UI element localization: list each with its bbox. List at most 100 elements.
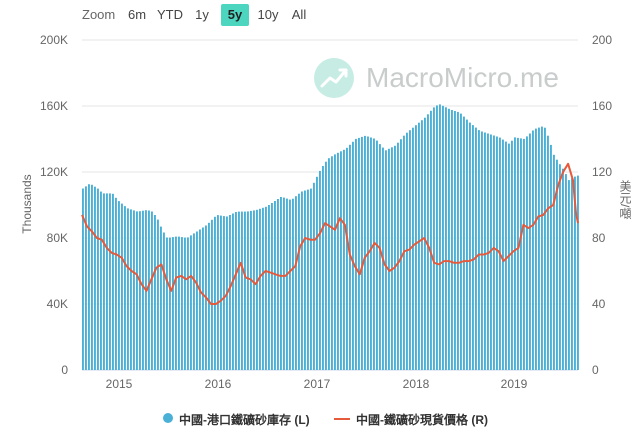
inventory-bar — [340, 151, 342, 370]
inventory-bar — [361, 136, 363, 370]
inventory-bar — [301, 191, 303, 370]
inventory-bar — [448, 108, 450, 371]
inventory-bar — [424, 117, 426, 370]
inventory-bar — [280, 197, 282, 370]
x-tick: 2019 — [500, 377, 528, 391]
right-axis-title: 美元/噸 — [618, 180, 632, 220]
inventory-bar — [193, 233, 195, 370]
inventory-bar — [112, 193, 114, 370]
inventory-bar — [325, 161, 327, 370]
inventory-bar — [505, 141, 507, 370]
inventory-bar — [250, 210, 252, 370]
inventory-bar — [94, 186, 96, 370]
inventory-bar — [265, 206, 267, 370]
inventory-bar — [442, 105, 444, 371]
x-tick: 2017 — [303, 377, 331, 391]
inventory-bar — [103, 193, 105, 370]
zoom-button-6m[interactable]: 6m — [127, 7, 147, 22]
inventory-bar — [319, 170, 321, 370]
inventory-bar — [256, 209, 258, 370]
inventory-bar — [376, 140, 378, 370]
inventory-bar — [247, 211, 249, 370]
inventory-bar — [511, 140, 513, 370]
inventory-bar — [370, 137, 372, 370]
inventory-bar — [496, 136, 498, 370]
zoom-button-10y[interactable]: 10y — [257, 7, 279, 22]
inventory-bar — [124, 206, 126, 370]
inventory-bar — [493, 135, 495, 370]
y-left-tick: 40K — [46, 297, 68, 311]
inventory-bar — [562, 168, 564, 370]
inventory-bar — [571, 178, 573, 370]
inventory-bar — [520, 138, 522, 370]
inventory-bar — [85, 186, 87, 370]
inventory-bar — [196, 231, 198, 370]
inventory-bar — [292, 198, 294, 370]
y-left-tick: 160K — [39, 99, 68, 113]
inventory-bar — [277, 199, 279, 370]
inventory-bar — [523, 138, 525, 370]
inventory-bar — [217, 215, 219, 370]
legend-label-inventory[interactable]: 中國-港口鐵礦砂庫存 (L) — [179, 413, 310, 427]
inventory-bar — [163, 232, 165, 370]
inventory-bar — [397, 142, 399, 370]
inventory-bar — [268, 205, 270, 370]
y-right-tick: 40 — [592, 297, 606, 311]
inventory-bar — [142, 210, 144, 370]
x-tick: 2016 — [204, 377, 232, 391]
inventory-bar — [109, 193, 111, 370]
inventory-bar — [154, 215, 156, 370]
inventory-bar — [169, 237, 171, 370]
chart-legend: 中國-港口鐵礦砂庫存 (L) 中國-鐵礦砂現貨價格 (R) — [0, 408, 640, 432]
inventory-bar — [358, 137, 360, 370]
legend-dot-inventory — [163, 413, 173, 423]
inventory-bar — [421, 120, 423, 370]
inventory-bar — [532, 130, 534, 370]
inventory-bar — [481, 131, 483, 370]
y-right-tick: 0 — [592, 363, 599, 377]
inventory-bar — [208, 222, 210, 370]
inventory-bar — [139, 211, 141, 370]
inventory-bar — [82, 188, 84, 370]
inventory-bar — [436, 105, 438, 371]
inventory-bar — [307, 189, 309, 370]
inventory-bar — [127, 208, 129, 370]
inventory-bar — [487, 133, 489, 370]
inventory-bar — [214, 216, 216, 370]
zoom-label: Zoom — [82, 7, 116, 22]
inventory-bar — [451, 110, 453, 370]
zoom-button-5y[interactable]: 5y — [221, 4, 249, 26]
inventory-bar — [535, 128, 537, 370]
inventory-bar — [412, 127, 414, 370]
inventory-bar — [289, 199, 291, 370]
inventory-bar — [199, 229, 201, 370]
inventory-bar — [400, 139, 402, 370]
inventory-bar — [286, 198, 288, 370]
inventory-bar — [97, 188, 99, 370]
inventory-bar — [445, 107, 447, 371]
watermark-text: MacroMicro.me — [366, 62, 559, 93]
zoom-bar: Zoom 6m YTD 1y 5y 10y All — [0, 0, 360, 28]
inventory-bar — [136, 211, 138, 370]
inventory-bar — [346, 147, 348, 370]
inventory-bar — [148, 210, 150, 370]
inventory-bar — [157, 219, 159, 370]
zoom-button-ytd[interactable]: YTD — [157, 7, 183, 22]
legend-label-price[interactable]: 中國-鐵礦砂現貨價格 (R) — [356, 413, 488, 427]
inventory-bar — [211, 219, 213, 370]
inventory-bar — [262, 207, 264, 370]
inventory-bar — [220, 215, 222, 370]
inventory-bar — [151, 211, 153, 370]
inventory-bar — [166, 237, 168, 370]
inventory-bar — [331, 156, 333, 370]
inventory-bar — [388, 148, 390, 370]
inventory-bar — [559, 164, 561, 370]
zoom-button-1y[interactable]: 1y — [195, 7, 209, 22]
y-left-tick: 0 — [61, 363, 68, 377]
inventory-bar — [514, 137, 516, 370]
inventory-bar — [415, 125, 417, 370]
zoom-button-all[interactable]: All — [291, 7, 307, 22]
inventory-bar — [541, 126, 543, 370]
inventory-bar — [337, 152, 339, 370]
inventory-bar — [322, 166, 324, 370]
